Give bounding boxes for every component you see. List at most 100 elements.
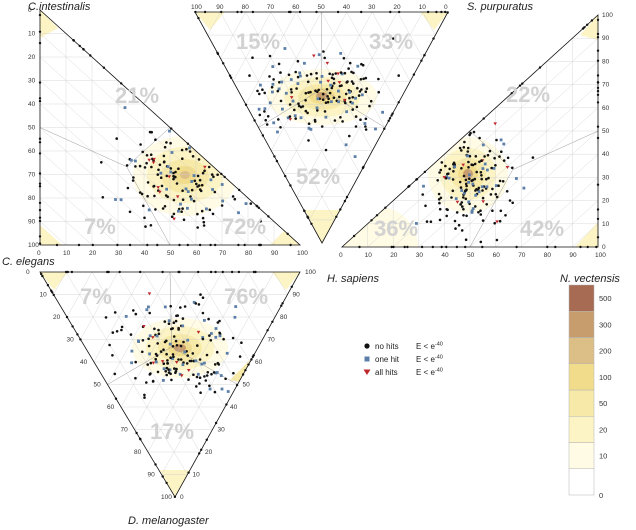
point-no-hits: [474, 155, 478, 158]
point-one-hit: [272, 121, 276, 125]
point-no-hits: [356, 86, 359, 90]
point-no-hits: [281, 302, 284, 305]
point-no-hits: [177, 207, 181, 211]
tick-label: 100: [161, 494, 172, 501]
point-no-hits: [481, 245, 484, 249]
point-no-hits: [377, 77, 380, 81]
point-no-hits: [296, 75, 300, 79]
point-no-hits: [415, 178, 419, 181]
point-no-hits: [474, 205, 477, 208]
point-no-hits: [148, 311, 151, 315]
point-one-hit: [486, 168, 489, 172]
tick-label: 70: [28, 172, 36, 179]
point-no-hits: [313, 118, 317, 122]
point-no-hits: [163, 145, 167, 149]
point-no-hits: [171, 345, 175, 348]
point-one-hit: [316, 97, 320, 101]
point-no-hits: [38, 182, 42, 185]
tick-label: 60: [193, 250, 201, 257]
point-no-hits: [595, 245, 598, 249]
point-no-hits: [139, 438, 142, 441]
point-one-hit: [167, 319, 171, 323]
point-one-hit: [330, 100, 333, 104]
point-no-hits: [175, 367, 178, 371]
point-no-hits: [178, 243, 181, 247]
point-no-hits: [351, 108, 355, 111]
point-no-hits: [156, 243, 159, 247]
ternary-panel-ce-dm: 0102030405060708090100100908070605040302…: [26, 269, 316, 501]
point-no-hits: [309, 90, 312, 94]
grid-line: [572, 223, 599, 248]
point-no-hits: [185, 362, 189, 365]
point-no-hits: [424, 204, 427, 208]
point-one-hit: [201, 336, 205, 339]
legend-label: one hit: [375, 355, 400, 364]
point-no-hits: [225, 403, 228, 406]
point-no-hits: [162, 348, 165, 352]
point-one-hit: [291, 99, 295, 103]
grid-line: [39, 197, 93, 246]
legend-item-one-hit: one hit E < e-40: [364, 355, 443, 364]
point-no-hits: [177, 358, 180, 361]
point-no-hits: [369, 99, 373, 103]
point-all-hits: [442, 176, 447, 180]
point-no-hits: [445, 214, 449, 218]
tick-label: 60: [255, 359, 263, 366]
point-no-hits: [151, 380, 155, 383]
point-no-hits: [596, 18, 600, 22]
point-no-hits: [191, 352, 195, 355]
point-no-hits: [172, 212, 176, 216]
point-no-hits: [202, 224, 206, 227]
point-one-hit: [237, 211, 240, 215]
point-no-hits: [172, 335, 176, 338]
point-one-hit: [470, 209, 474, 213]
point-no-hits: [65, 315, 69, 319]
point-no-hits: [38, 99, 42, 103]
point-one-hit: [381, 110, 384, 114]
point-no-hits: [332, 77, 336, 81]
point-no-hits: [479, 171, 483, 174]
point-one-hit: [339, 52, 343, 55]
point-no-hits: [297, 104, 301, 108]
point-no-hits: [145, 154, 149, 157]
point-no-hits: [223, 175, 226, 179]
point-no-hits: [474, 189, 477, 192]
point-no-hits: [289, 88, 293, 91]
point-no-hits: [596, 74, 600, 77]
point-no-hits: [38, 185, 42, 188]
point-no-hits: [139, 270, 142, 274]
point-no-hits: [467, 160, 470, 164]
point-all-hits: [142, 325, 146, 329]
point-one-hit: [214, 335, 218, 339]
point-no-hits: [175, 182, 179, 185]
point-no-hits: [264, 118, 268, 122]
point-no-hits: [326, 95, 329, 98]
tick-label: 40: [602, 151, 610, 158]
point-one-hit: [163, 305, 167, 309]
point-one-hit: [481, 167, 485, 170]
point-one-hit: [168, 342, 172, 346]
point-all-hits: [158, 190, 162, 194]
point-one-hit: [422, 184, 425, 188]
colorbar-tick-label: 10: [599, 452, 607, 461]
point-no-hits: [197, 16, 200, 20]
point-all-hits: [455, 200, 460, 204]
point-no-hits: [203, 375, 206, 378]
point-no-hits: [180, 210, 183, 213]
point-no-hits: [277, 62, 281, 66]
point-no-hits: [204, 379, 208, 382]
point-no-hits: [174, 371, 177, 375]
point-no-hits: [135, 431, 138, 435]
point-no-hits: [207, 317, 210, 321]
point-no-hits: [114, 397, 118, 400]
point-no-hits: [238, 188, 241, 192]
triangle-outline-2: [194, 11, 449, 244]
point-one-hit: [130, 158, 133, 162]
point-one-hit: [277, 87, 281, 91]
species-label-c-intestinalis: C.intestinalis: [28, 1, 91, 13]
legend: no hits E < e-40 one hit E < e-40 all hi…: [363, 342, 443, 377]
point-no-hits: [460, 229, 464, 232]
point-no-hits: [169, 356, 172, 360]
point-no-hits: [198, 452, 201, 455]
